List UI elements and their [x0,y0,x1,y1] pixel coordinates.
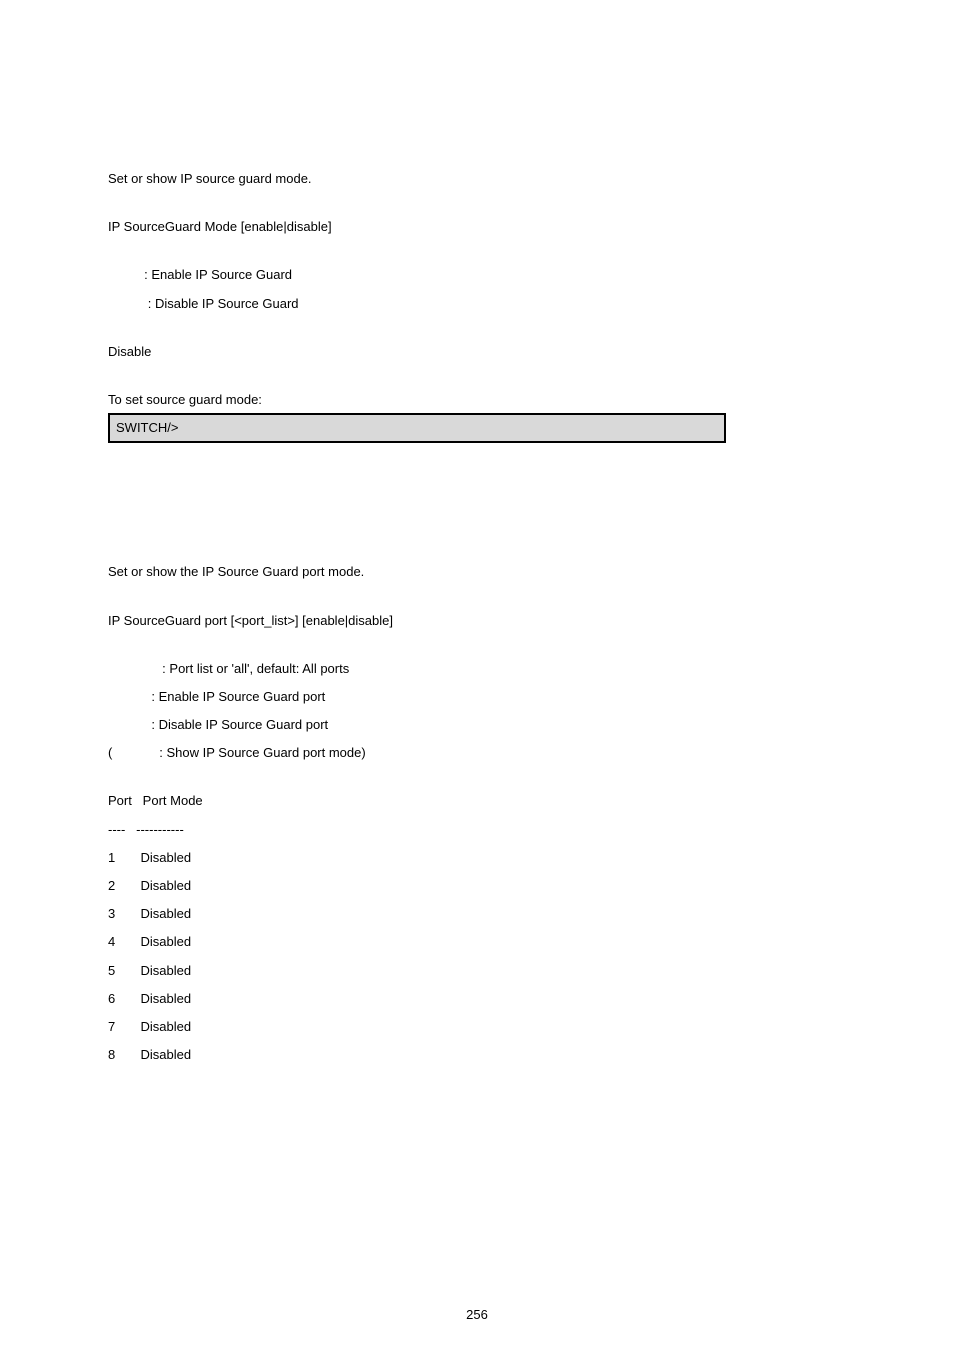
section1-param-enable: : Enable IP Source Guard [108,266,846,284]
section2-description: Set or show the IP Source Guard port mod… [108,563,846,581]
port-table-divider: ---- ----------- [108,821,846,839]
table-row: 4 Disabled [108,933,846,951]
section2-param-enable: : Enable IP Source Guard port [108,688,846,706]
port-table-header: Port Port Mode [108,792,846,810]
section1-default: Disable [108,343,846,361]
section2-syntax: IP SourceGuard port [<port_list>] [enabl… [108,612,846,630]
section1-syntax: IP SourceGuard Mode [enable|disable] [108,218,846,236]
table-row: 7 Disabled [108,1018,846,1036]
section1-example-label: To set source guard mode: [108,391,846,409]
section2-param-portlist: : Port list or 'all', default: All ports [108,660,846,678]
code-example-text: SWITCH/> [116,420,178,435]
table-row: 3 Disabled [108,905,846,923]
section2-param-disable: : Disable IP Source Guard port [108,716,846,734]
code-example-box: SWITCH/> [108,413,726,443]
document-page: Set or show IP source guard mode. IP Sou… [0,0,954,1350]
section2-param-default: ( : Show IP Source Guard port mode) [108,744,846,762]
port-table-rows: 1 Disabled 2 Disabled 3 Disabled 4 Disabled… [108,839,846,1065]
section1-param-disable: : Disable IP Source Guard [108,295,846,313]
section1-description: Set or show IP source guard mode. [108,170,846,188]
table-row: 5 Disabled [108,962,846,980]
page-number: 256 [0,1307,954,1322]
table-row: 8 Disabled [108,1046,846,1064]
table-row: 6 Disabled [108,990,846,1008]
table-row: 1 Disabled [108,849,846,867]
table-row: 2 Disabled [108,877,846,895]
